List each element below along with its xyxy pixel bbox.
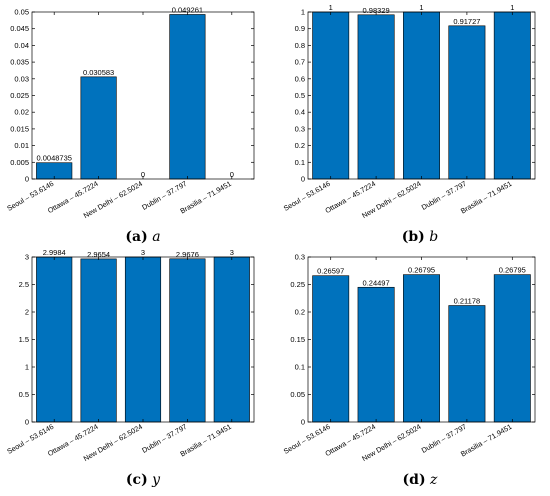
y-tick-label: 0 (301, 175, 305, 184)
y-tick-label: 0.01 (14, 141, 29, 150)
bar-value-label: 3 (230, 248, 234, 257)
y-tick-label: 1.5 (19, 335, 29, 344)
bar-value-label: 2.9676 (176, 250, 199, 259)
y-tick-label: 0 (25, 418, 29, 427)
bar (448, 305, 486, 423)
bar-value-label: 1 (510, 3, 514, 12)
bar-value-label: 0.26795 (408, 266, 435, 275)
y-tick-label: 0.25 (290, 280, 305, 289)
y-tick-label: 0.8 (295, 41, 305, 50)
bar (169, 14, 206, 180)
caption-d: (d) z (403, 472, 439, 488)
y-tick-label: 0.015 (10, 124, 29, 133)
y-tick-label: 0.9 (295, 24, 305, 33)
bar (357, 14, 395, 180)
y-tick-label: 3 (25, 253, 29, 262)
bar-value-label: 2.9984 (43, 248, 66, 257)
panel-d: 0.26597 0.24497 0.26795 0.21178 0.26795 0 0.05… (282, 253, 536, 463)
y-tick-label: 0 (301, 418, 305, 427)
y-tick-label: 0.1 (295, 363, 305, 372)
y-tick-label: 0.02 (14, 108, 29, 117)
bar (448, 25, 486, 180)
caption-d-label: (d) (403, 472, 426, 488)
caption-c: (c) y (126, 472, 161, 488)
bar-value-label: 0.26795 (499, 266, 526, 275)
caption-a: (a) a (125, 229, 160, 245)
y-tick-label: 0.6 (295, 74, 305, 83)
y-tick-label: 0.15 (290, 335, 305, 344)
y-tick-label: 0.4 (295, 108, 305, 117)
bar-value-label: 0 (141, 170, 145, 179)
caption-d-variable: z (429, 472, 438, 488)
bar (312, 275, 350, 423)
x-tick-label: Brasilia – 71.9451 (459, 422, 513, 459)
bar-value-label: 0.91727 (453, 17, 480, 26)
y-tick-label: 0.005 (10, 158, 29, 167)
x-tick-label: Brasilia – 71.9451 (459, 179, 513, 216)
panel-b: 1 0.98329 1 0.91727 1 0 0.1 0.2 0.3 0.4 0.5 0.6 0.7 0… (282, 3, 536, 220)
caption-a-label: (a) (125, 229, 147, 245)
y-tick-label: 0.5 (295, 91, 305, 100)
bar-value-label: 0.030583 (83, 68, 114, 77)
caption-b-variable: b (429, 229, 438, 245)
caption-b-label: (b) (402, 229, 425, 245)
y-tick-label: 0.05 (290, 390, 305, 399)
y-tick-label: 0.1 (295, 158, 305, 167)
y-tick-label: 0.035 (10, 58, 29, 67)
y-tick-label: 0.05 (14, 8, 29, 17)
y-tick-label: 1 (301, 8, 305, 17)
caption-b: (b) b (402, 229, 439, 245)
bar (80, 76, 117, 180)
bar-value-label: 0 (230, 170, 234, 179)
y-tick-label: 1 (25, 363, 29, 372)
y-tick-label: 0 (25, 175, 29, 184)
bar-value-label: 0.24497 (363, 278, 390, 287)
bar (493, 274, 531, 423)
caption-c-label: (c) (126, 472, 148, 488)
bar-value-label: 3 (141, 248, 145, 257)
bar (124, 256, 162, 423)
bar (213, 256, 250, 423)
y-tick-label: 0.3 (295, 253, 305, 262)
bar (357, 286, 395, 423)
bar-value-label: 0.0048735 (36, 154, 71, 163)
bar (403, 274, 440, 423)
y-tick-label: 0.03 (14, 74, 29, 83)
y-tick-label: 0.5 (19, 390, 29, 399)
bar-value-label: 0.98329 (363, 6, 390, 15)
y-tick-label: 2 (25, 308, 29, 317)
caption-a-variable: a (152, 229, 160, 245)
bar-value-label: 1 (419, 3, 423, 12)
y-tick-label: 0.045 (10, 24, 29, 33)
bar-value-label: 1 (329, 3, 333, 12)
y-tick-label: 0.025 (10, 91, 29, 100)
y-tick-label: 2.5 (19, 280, 29, 289)
y-tick-label: 0.2 (295, 141, 305, 150)
bar (169, 258, 206, 423)
y-tick-label: 0.04 (14, 41, 29, 50)
y-tick-label: 0.2 (295, 308, 305, 317)
bar (403, 11, 440, 180)
bar (493, 11, 531, 180)
caption-c-variable: y (151, 472, 161, 488)
bar-value-label: 0.21178 (454, 297, 481, 306)
bar-value-label: 0.049261 (172, 5, 203, 14)
panel-a: 0.0048735 0.030583 0 0.049261 0 0 0.005 0.01 0.0… (5, 5, 255, 220)
y-tick-label: 0.7 (295, 58, 305, 67)
bar-value-label: 2.9654 (87, 250, 110, 259)
y-tick-label: 0.3 (295, 124, 305, 133)
bar (36, 256, 73, 423)
bar (312, 11, 350, 180)
bar-value-label: 0.26597 (317, 267, 344, 276)
bar (80, 258, 117, 423)
